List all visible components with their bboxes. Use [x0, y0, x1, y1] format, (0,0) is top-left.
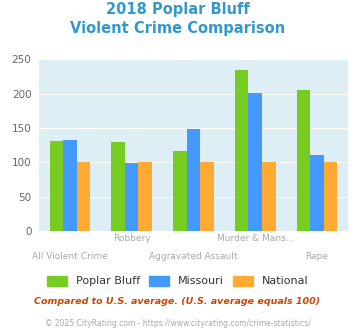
Text: Robbery: Robbery	[113, 234, 151, 243]
Bar	[200, 162, 214, 231]
Text: Aggravated Assault: Aggravated Assault	[149, 252, 238, 261]
Bar	[324, 162, 337, 231]
Text: Compared to U.S. average. (U.S. average equals 100): Compared to U.S. average. (U.S. average …	[34, 297, 321, 306]
Text: 2018 Poplar Bluff: 2018 Poplar Bluff	[106, 2, 249, 16]
Bar	[77, 162, 90, 231]
Text: Violent Crime Comparison: Violent Crime Comparison	[70, 21, 285, 36]
Bar	[173, 151, 187, 231]
Text: All Violent Crime: All Violent Crime	[32, 252, 108, 261]
Text: © 2025 CityRating.com - https://www.cityrating.com/crime-statistics/: © 2025 CityRating.com - https://www.city…	[45, 319, 310, 328]
Legend: Poplar Bluff, Missouri, National: Poplar Bluff, Missouri, National	[43, 271, 312, 291]
Bar	[138, 162, 152, 231]
Bar	[50, 141, 63, 231]
Bar	[235, 70, 248, 231]
Bar	[63, 140, 77, 231]
Bar	[297, 90, 310, 231]
Text: Murder & Mans...: Murder & Mans...	[217, 234, 294, 243]
Bar	[262, 162, 275, 231]
Bar	[187, 129, 200, 231]
Bar	[310, 155, 324, 231]
Bar	[125, 163, 138, 231]
Bar	[248, 93, 262, 231]
Bar	[111, 143, 125, 231]
Text: Rape: Rape	[306, 252, 328, 261]
